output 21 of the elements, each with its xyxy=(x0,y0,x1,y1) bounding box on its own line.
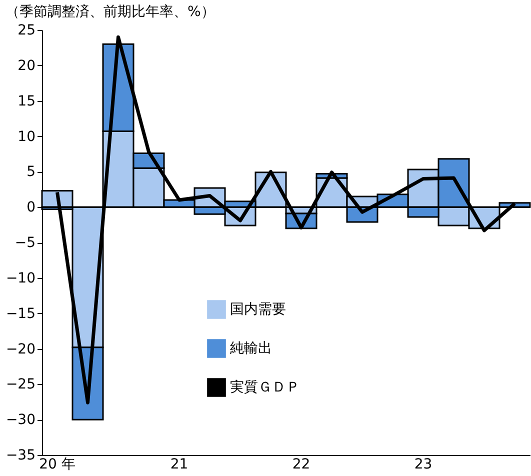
y-tick-label: 15 xyxy=(18,93,36,110)
y-tick-label: 25 xyxy=(18,22,36,38)
x-tick-label: 22 xyxy=(292,456,310,472)
y-tick-label: 5 xyxy=(26,164,36,180)
y-tick-label: −20 xyxy=(6,341,36,358)
y-tick-label: −15 xyxy=(6,306,36,322)
y-tick-label: −35 xyxy=(6,448,36,464)
y-tick-label: 20 xyxy=(18,58,36,74)
y-tick-label: 0 xyxy=(26,200,36,216)
x-tick-label: 20 年 xyxy=(39,456,76,472)
y-tick-label: −30 xyxy=(6,412,36,428)
legend-label: 国内需要 xyxy=(230,302,286,318)
chart-title: （季節調整済、前期比年率、%） xyxy=(5,4,215,20)
y-tick-label: −25 xyxy=(6,376,36,393)
y-tick-label: 10 xyxy=(18,128,36,145)
x-tick-label: 23 xyxy=(414,456,432,472)
x-tick-label: 21 xyxy=(170,456,188,472)
y-tick-label: −10 xyxy=(6,270,36,286)
legend-label: 純輸出 xyxy=(230,340,272,356)
legend-label: 実質ＧＤＰ xyxy=(230,380,300,396)
y-tick-label: −5 xyxy=(14,235,36,251)
